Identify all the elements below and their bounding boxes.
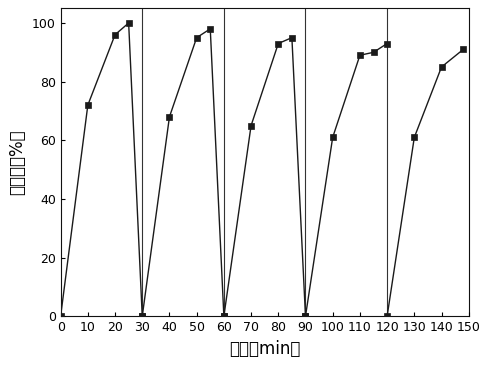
Y-axis label: 去除率（%）: 去除率（%） [8, 130, 26, 195]
X-axis label: 时间（min）: 时间（min） [228, 340, 300, 358]
